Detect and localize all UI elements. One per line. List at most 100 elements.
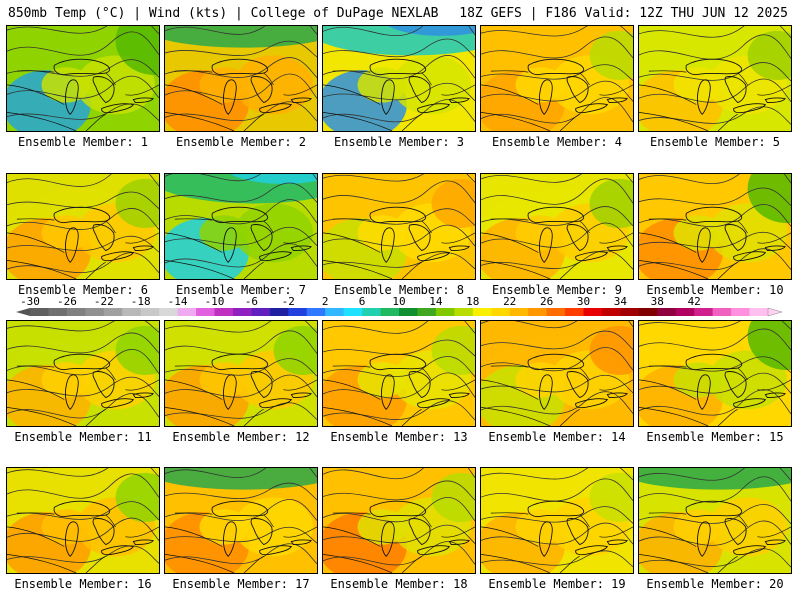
colorbar-tick-label: 10 bbox=[392, 296, 405, 308]
colorbar-swatch bbox=[528, 308, 548, 316]
temperature-shade bbox=[115, 178, 159, 228]
colorbar-low-arrow bbox=[16, 308, 30, 316]
colorbar-swatch bbox=[509, 308, 529, 316]
height-contour bbox=[481, 550, 633, 568]
height-contour bbox=[639, 520, 791, 546]
height-contour bbox=[639, 328, 791, 351]
colorbar-tick-label: -10 bbox=[205, 296, 225, 308]
ensemble-member-map bbox=[322, 320, 476, 427]
height-contour bbox=[7, 349, 159, 376]
political-borders bbox=[481, 70, 633, 131]
great-lakes-outline bbox=[685, 500, 786, 557]
height-contour bbox=[481, 36, 633, 59]
colorbar-swatch bbox=[251, 308, 271, 316]
temperature-field bbox=[7, 174, 159, 279]
colorbar-swatch bbox=[694, 308, 714, 316]
temperature-shade bbox=[41, 509, 91, 545]
height-contour bbox=[639, 62, 791, 82]
temperature-shade bbox=[589, 30, 633, 80]
map-title: 850mb Temp (°C) | Wind (kts) | College o… bbox=[8, 6, 439, 21]
height-contour bbox=[481, 206, 633, 227]
colorbar-swatch bbox=[454, 308, 474, 316]
temperature-shade bbox=[589, 178, 633, 228]
temperature-shade bbox=[747, 30, 791, 80]
ensemble-member-map bbox=[164, 25, 318, 132]
colorbar-swatch bbox=[657, 308, 677, 316]
ensemble-member-map bbox=[6, 25, 160, 132]
height-contour bbox=[165, 468, 317, 478]
political-borders bbox=[7, 70, 159, 131]
temperature-field bbox=[323, 321, 475, 426]
colorbar-swatch bbox=[362, 308, 382, 316]
temperature-shade bbox=[673, 509, 723, 545]
colorbar-swatch bbox=[103, 308, 123, 316]
great-lakes-outline bbox=[53, 353, 154, 410]
ensemble-member-map bbox=[480, 25, 634, 132]
ensemble-member-map bbox=[164, 320, 318, 427]
political-borders bbox=[7, 218, 159, 279]
height-contour bbox=[639, 204, 791, 228]
ensemble-member-label: Ensemble Member: 2 bbox=[175, 135, 307, 149]
ensemble-member-label: Ensemble Member: 16 bbox=[14, 577, 152, 591]
model-run-valid-time: 18Z GEFS | F186 Valid: 12Z THU JUN 12 20… bbox=[459, 6, 788, 21]
height-contour bbox=[165, 199, 317, 225]
height-contour bbox=[639, 468, 791, 481]
temperature-field bbox=[639, 468, 791, 573]
great-lakes-outline bbox=[369, 500, 470, 557]
great-lakes-outline bbox=[53, 58, 154, 115]
temperature-shade bbox=[589, 472, 633, 522]
temperature-shade bbox=[357, 362, 407, 398]
height-contour bbox=[639, 548, 791, 568]
ensemble-member-label: Ensemble Member: 20 bbox=[646, 577, 784, 591]
height-contour bbox=[7, 31, 159, 56]
ensemble-member-map bbox=[480, 320, 634, 427]
temperature-field bbox=[165, 468, 317, 573]
height-contour bbox=[639, 187, 791, 206]
height-contour bbox=[7, 517, 159, 542]
height-contour bbox=[7, 393, 159, 419]
great-lakes-outline bbox=[527, 206, 628, 263]
colorbar-tick-label: -14 bbox=[168, 296, 188, 308]
political-borders bbox=[323, 70, 475, 131]
height-contour bbox=[7, 332, 159, 354]
ensemble-member-map bbox=[164, 467, 318, 574]
height-contour bbox=[7, 473, 159, 499]
temperature-field bbox=[165, 321, 317, 426]
colorbar-swatch bbox=[565, 308, 584, 316]
political-borders bbox=[323, 365, 475, 426]
great-lakes-outline bbox=[369, 206, 470, 263]
temperature-shade bbox=[199, 509, 249, 545]
political-borders bbox=[323, 218, 475, 279]
height-contour bbox=[323, 99, 475, 123]
colorbar-swatch bbox=[140, 308, 160, 316]
height-contour bbox=[481, 330, 633, 350]
colorbar-swatch bbox=[269, 308, 289, 316]
temperature-shade bbox=[747, 174, 791, 224]
great-lakes-outline bbox=[53, 206, 154, 263]
height-contour bbox=[323, 252, 475, 270]
ensemble-member-map bbox=[322, 467, 476, 574]
temperature-shade bbox=[357, 509, 407, 545]
colorbar-swatch bbox=[30, 308, 49, 316]
colorbar-swatch bbox=[159, 308, 179, 316]
temperature-field bbox=[323, 26, 475, 131]
height-contour bbox=[165, 321, 317, 334]
temperature-shade bbox=[708, 497, 788, 557]
height-contour bbox=[323, 541, 475, 566]
height-contour bbox=[639, 174, 791, 184]
height-contour bbox=[165, 40, 317, 58]
great-lakes-outline bbox=[527, 500, 628, 557]
height-contour bbox=[165, 358, 317, 377]
height-contour bbox=[165, 182, 317, 203]
temperature-shade bbox=[357, 67, 407, 103]
colorbar-tick-label: 30 bbox=[577, 296, 590, 308]
height-contour bbox=[7, 321, 159, 333]
political-borders bbox=[165, 365, 317, 426]
colorbar-swatch bbox=[177, 308, 197, 316]
temperature-field bbox=[323, 174, 475, 279]
temperature-field bbox=[481, 26, 633, 131]
ensemble-member-map bbox=[322, 173, 476, 280]
colorbar-tick-label: 18 bbox=[466, 296, 479, 308]
height-contour bbox=[639, 231, 791, 250]
height-contour bbox=[323, 372, 475, 399]
